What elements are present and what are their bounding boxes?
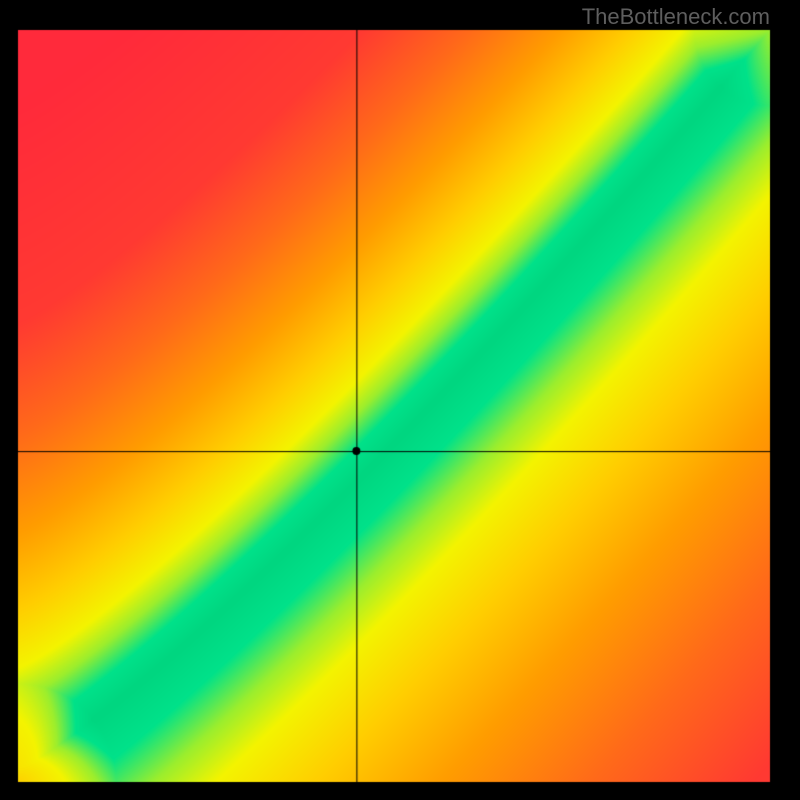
bottleneck-heatmap bbox=[0, 0, 800, 800]
chart-frame: TheBottleneck.com bbox=[0, 0, 800, 800]
watermark-text: TheBottleneck.com bbox=[582, 4, 770, 30]
